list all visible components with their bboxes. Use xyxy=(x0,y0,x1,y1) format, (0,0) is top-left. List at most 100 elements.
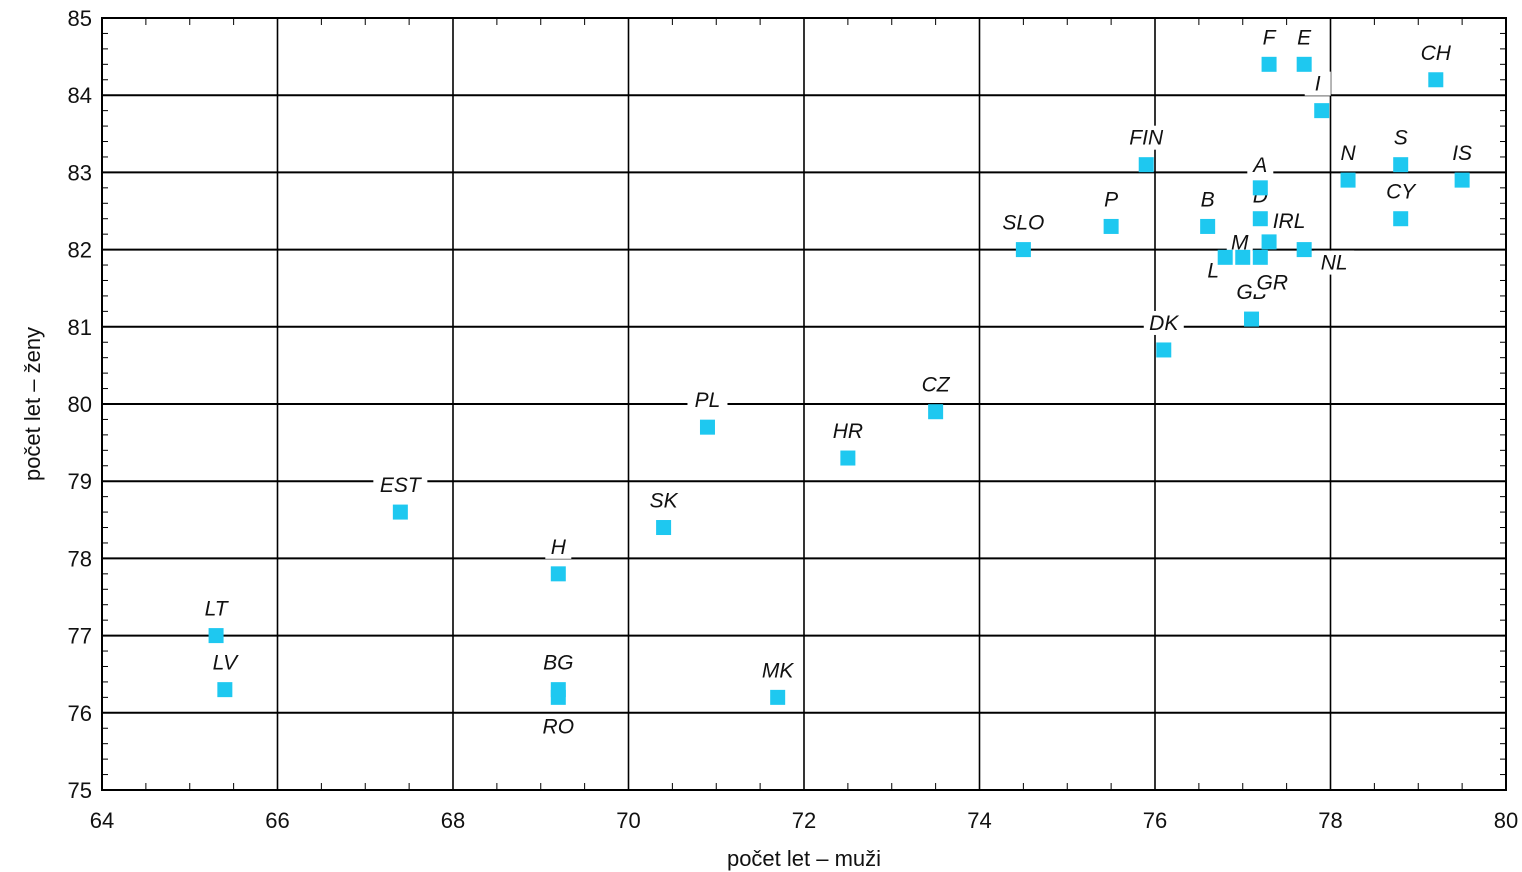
data-point-a xyxy=(1252,180,1268,196)
point-label-a: A xyxy=(1251,154,1267,177)
data-point-m xyxy=(1235,249,1251,265)
point-label-background xyxy=(538,650,579,675)
point-label-background xyxy=(1314,250,1355,275)
point-label-background xyxy=(1252,270,1293,295)
point-label-background xyxy=(915,372,956,397)
point-label-b: B xyxy=(1201,188,1215,211)
y-tick-label: 75 xyxy=(68,778,92,803)
point-label-background xyxy=(827,419,868,444)
point-label-background xyxy=(538,714,579,739)
point-label-background xyxy=(687,388,728,413)
x-tick-label: 70 xyxy=(616,808,640,833)
point-label-background xyxy=(996,210,1051,235)
x-tick-label: 76 xyxy=(1143,808,1167,833)
y-tick-label: 85 xyxy=(68,6,92,31)
data-point-lv xyxy=(217,682,233,698)
point-label-background xyxy=(373,473,428,498)
data-point-gr xyxy=(1252,249,1268,265)
data-points xyxy=(208,56,1470,705)
y-tick-label: 83 xyxy=(68,160,92,185)
y-tick-label: 76 xyxy=(68,701,92,726)
point-label-background xyxy=(1335,141,1362,166)
data-point-ro xyxy=(550,689,566,705)
data-point-i xyxy=(1314,103,1330,119)
data-point-e xyxy=(1296,56,1312,72)
data-point-d xyxy=(1252,211,1268,227)
point-label-background xyxy=(1098,187,1125,212)
point-label-irl: IRL xyxy=(1273,210,1306,233)
point-label-background xyxy=(1415,40,1456,65)
point-label-background xyxy=(1194,187,1221,212)
point-labels: LTLVESTHBGROSKPLMKHRCZSLOPFINDKBLMGBADGR… xyxy=(196,25,1483,739)
y-tick-label: 81 xyxy=(68,315,92,340)
x-tick-label: 78 xyxy=(1318,808,1342,833)
point-label-f: F xyxy=(1263,26,1277,49)
x-tick-label: 68 xyxy=(441,808,465,833)
point-label-ch: CH xyxy=(1421,42,1452,65)
data-point-f xyxy=(1261,56,1277,72)
point-label-cy: CY xyxy=(1386,181,1417,204)
point-label-background xyxy=(643,488,684,513)
point-label-background xyxy=(1143,310,1184,335)
axis-ticks: 64 66 68 70 72 74 76 78 80 75 76 77 78 79 80 81 82 83 84 85 xyxy=(68,6,1519,833)
data-point-mk xyxy=(770,689,786,705)
point-label-hr: HR xyxy=(833,420,863,443)
data-point-est xyxy=(392,504,408,520)
point-label-pl: PL xyxy=(695,389,721,412)
data-point-l xyxy=(1217,249,1233,265)
point-label-background xyxy=(1442,141,1483,166)
point-label-background xyxy=(1256,25,1283,50)
data-point-nl xyxy=(1296,242,1312,258)
data-point-p xyxy=(1103,218,1119,234)
point-label-slo: SLO xyxy=(1002,212,1044,235)
data-point-ch xyxy=(1428,72,1444,88)
y-tick-label: 84 xyxy=(68,83,92,108)
data-point-pl xyxy=(699,419,715,435)
data-point-gb xyxy=(1244,311,1260,327)
y-tick-label: 78 xyxy=(68,546,92,571)
data-point-h xyxy=(550,566,566,582)
point-label-background xyxy=(1380,179,1421,204)
point-label-s: S xyxy=(1394,127,1408,150)
point-label-i: I xyxy=(1315,73,1321,96)
data-point-dk xyxy=(1156,342,1172,358)
point-label-m: M xyxy=(1231,231,1249,254)
point-label-h: H xyxy=(551,536,567,559)
point-label-dk: DK xyxy=(1149,312,1179,335)
x-tick-label: 74 xyxy=(967,808,991,833)
data-point-irl xyxy=(1261,234,1277,250)
point-label-background xyxy=(1247,152,1274,177)
point-label-gr: GR xyxy=(1257,271,1289,294)
point-label-cz: CZ xyxy=(922,374,951,397)
x-tick-label: 80 xyxy=(1494,808,1518,833)
y-tick-label: 79 xyxy=(68,469,92,494)
point-label-background xyxy=(757,658,798,683)
point-label-lv: LV xyxy=(213,652,240,675)
point-label-background xyxy=(1304,71,1331,96)
point-label-ro: RO xyxy=(543,715,575,738)
point-label-is: IS xyxy=(1452,142,1472,165)
point-label-e: E xyxy=(1297,26,1312,49)
point-label-sk: SK xyxy=(650,490,679,513)
point-label-background xyxy=(196,596,237,621)
point-label-nl: NL xyxy=(1321,252,1348,275)
plot-frame xyxy=(101,17,1507,791)
point-label-background xyxy=(1387,125,1414,150)
data-point-n xyxy=(1340,172,1356,188)
point-label-lt: LT xyxy=(205,598,230,621)
data-point-s xyxy=(1393,157,1409,173)
y-tick-label: 80 xyxy=(68,392,92,417)
point-label-l: L xyxy=(1207,259,1219,282)
data-point-sk xyxy=(656,520,672,536)
point-label-background xyxy=(1262,208,1317,233)
x-tick-label: 72 xyxy=(792,808,816,833)
data-point-cy xyxy=(1393,211,1409,227)
point-label-est: EST xyxy=(380,474,423,497)
point-label-fin: FIN xyxy=(1129,127,1164,150)
data-point-hr xyxy=(840,450,856,466)
y-axis-label: počet let – ženy xyxy=(20,327,45,481)
point-label-mk: MK xyxy=(762,659,794,682)
x-axis-label: počet let – muži xyxy=(727,846,881,871)
point-label-n: N xyxy=(1340,142,1356,165)
